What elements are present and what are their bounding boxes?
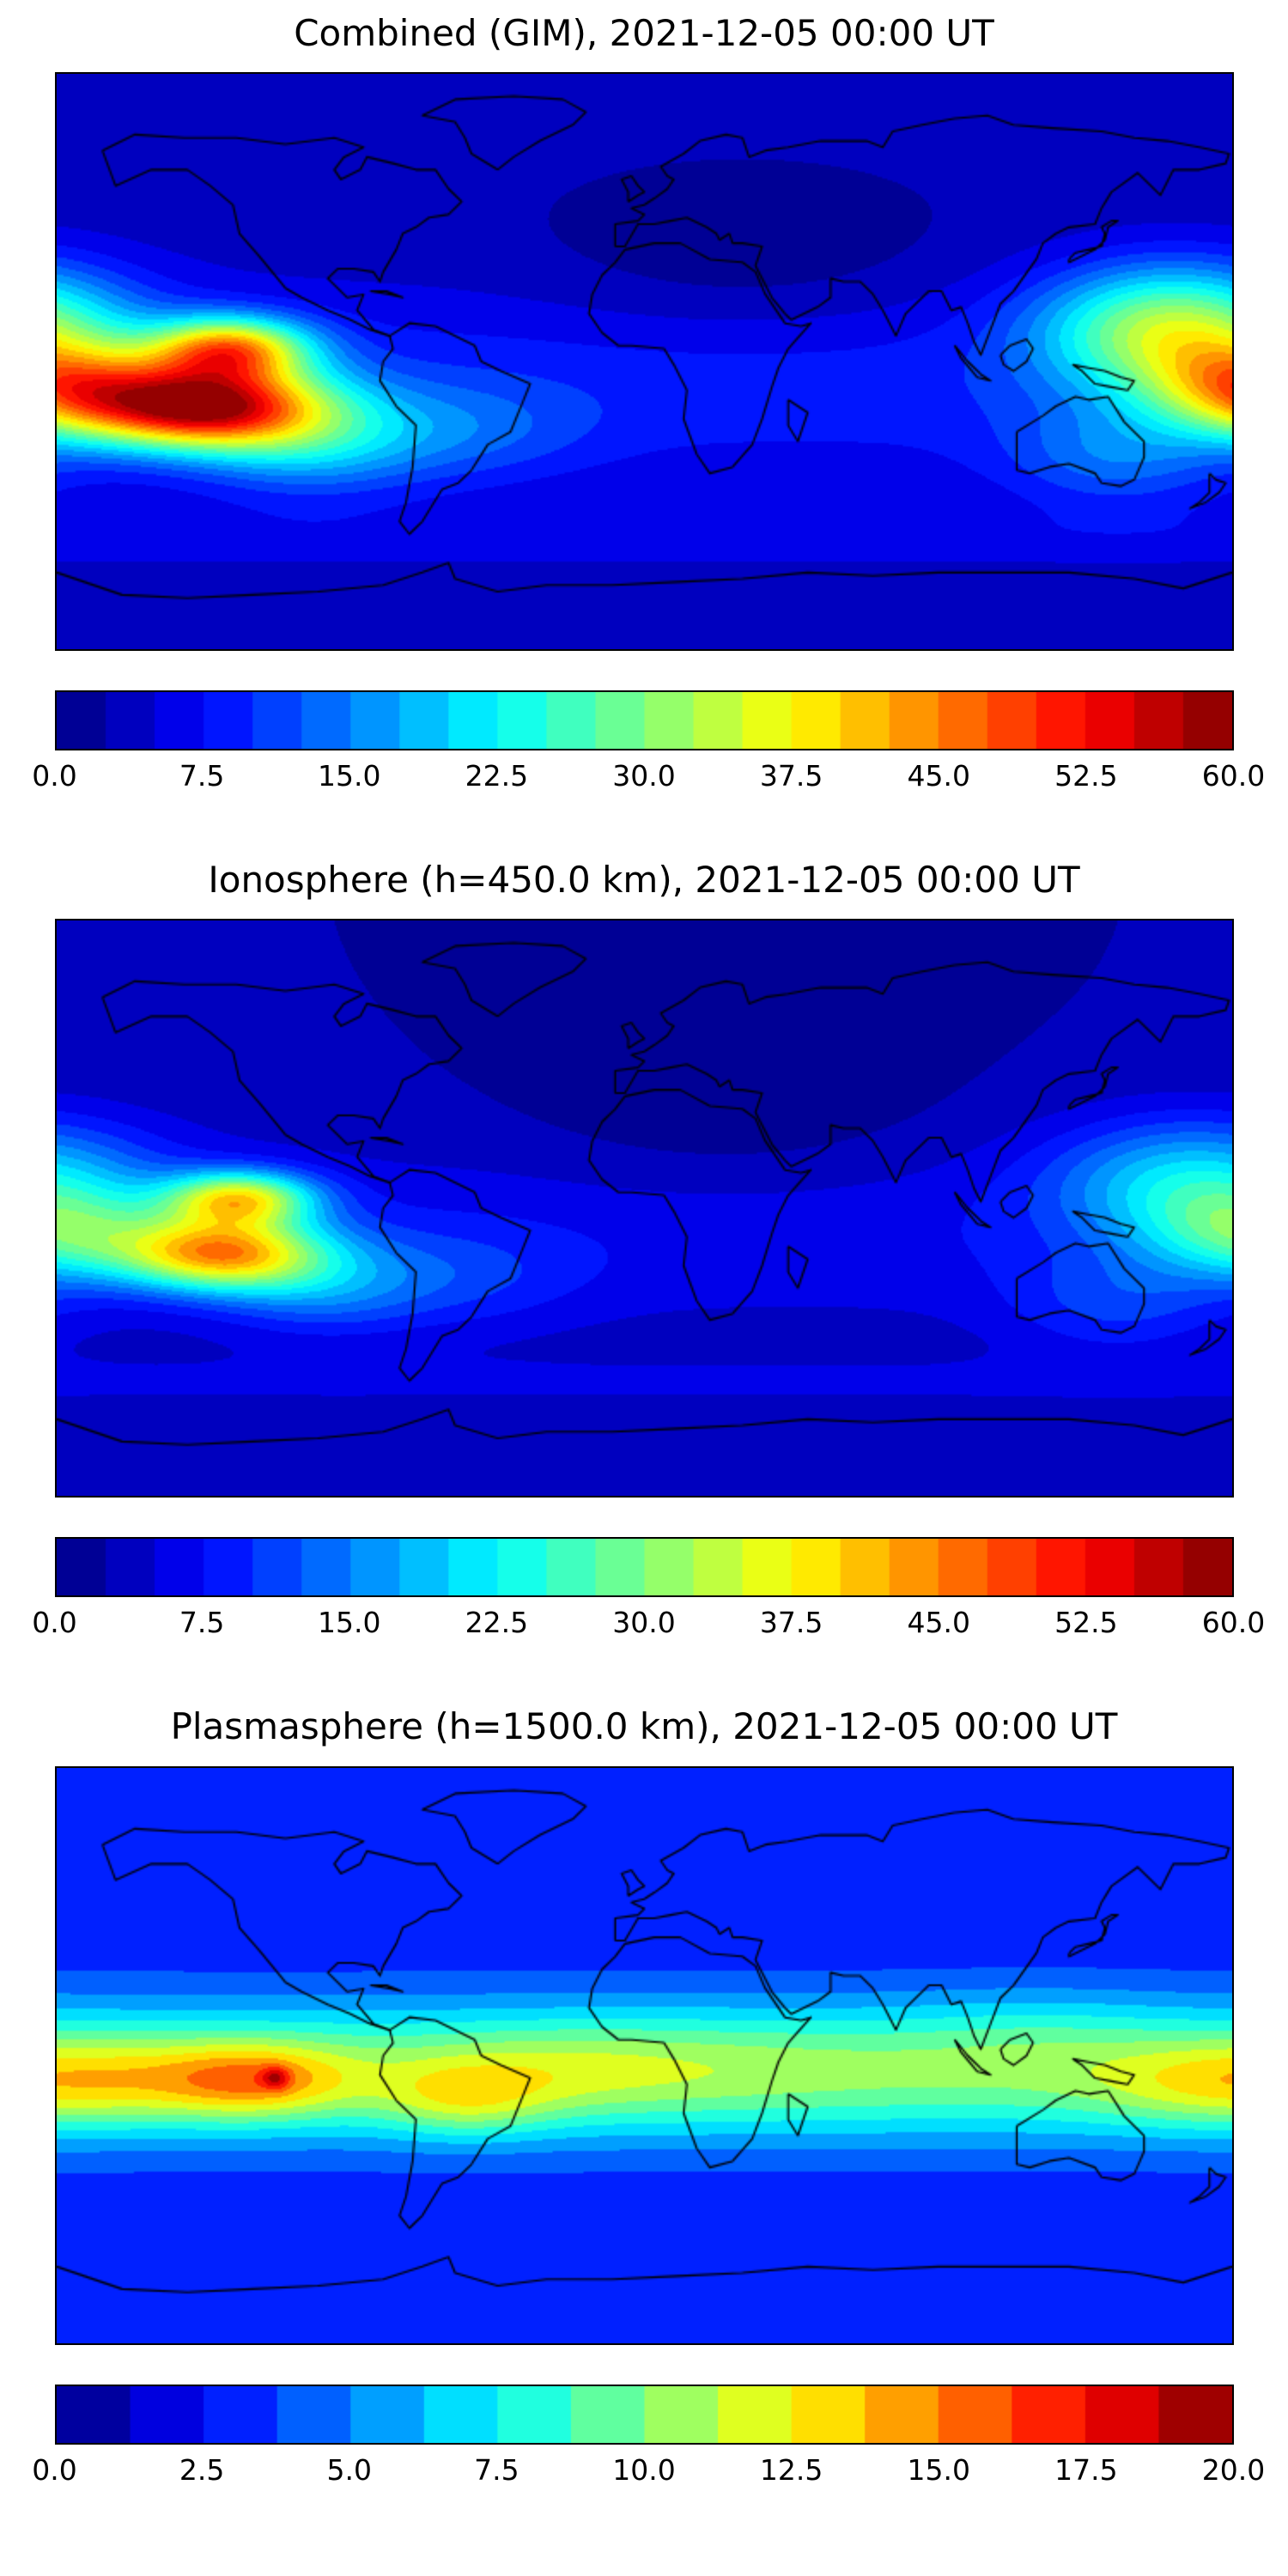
colorbar-tick-label: 52.5 <box>1054 759 1118 793</box>
panel-plasmasphere: Plasmasphere (h=1500.0 km), 2021-12-05 0… <box>32 1705 1265 2494</box>
colorbar-tick-label: 60.0 <box>1201 1606 1266 1640</box>
colorbar-tick-label: 7.5 <box>474 2452 519 2487</box>
colorbar-tick-label: 30.0 <box>612 759 676 793</box>
colorbar-tick-label: 15.0 <box>318 759 381 793</box>
map-canvas-combined <box>54 72 1234 652</box>
map-canvas-ionosphere <box>54 919 1234 1498</box>
colorbar-ticks-ionosphere: 0.0 7.5 15.0 22.5 30.0 37.5 45.0 52.5 60.0 <box>32 1606 1265 1647</box>
colorbar-tick-label: 60.0 <box>1201 759 1266 793</box>
colorbar-tick-label: 30.0 <box>612 1606 676 1640</box>
colorbar-ticks-plasmasphere: 0.0 2.5 5.0 7.5 10.0 12.5 15.0 17.5 20.0 <box>32 2452 1265 2494</box>
colorbar-tick-label: 7.5 <box>179 1606 225 1640</box>
colorbar-tick-label: 22.5 <box>465 759 529 793</box>
colorbar-ticks-combined: 0.0 7.5 15.0 22.5 30.0 37.5 45.0 52.5 60.0 <box>32 759 1265 800</box>
panel-title-plasmasphere: Plasmasphere (h=1500.0 km), 2021-12-05 0… <box>170 1705 1118 1748</box>
colorbar-tick-label: 37.5 <box>759 759 823 793</box>
colorbar-tick-label: 37.5 <box>759 1606 823 1640</box>
colorbar-tick-label: 0.0 <box>32 759 77 793</box>
colorbar-tick-label: 17.5 <box>1054 2452 1118 2487</box>
colorbar-tick-label: 45.0 <box>907 1606 970 1640</box>
colorbar-tick-label: 20.0 <box>1201 2452 1266 2487</box>
colorbar-tick-label: 0.0 <box>32 2452 77 2487</box>
panel-title-combined: Combined (GIM), 2021-12-05 00:00 UT <box>294 12 994 54</box>
panel-ionosphere: Ionosphere (h=450.0 km), 2021-12-05 00:0… <box>32 859 1265 1647</box>
colorbar-canvas-ionosphere <box>54 1537 1234 1598</box>
panel-combined-gim: Combined (GIM), 2021-12-05 00:00 UT 0.0 7… <box>32 12 1265 800</box>
colorbar-tick-label: 2.5 <box>179 2452 225 2487</box>
colorbar-canvas-combined <box>54 690 1234 751</box>
colorbar-tick-label: 5.0 <box>326 2452 372 2487</box>
panel-title-ionosphere: Ionosphere (h=450.0 km), 2021-12-05 00:0… <box>208 859 1080 902</box>
colorbar-tick-label: 22.5 <box>465 1606 529 1640</box>
colorbar-tick-label: 15.0 <box>318 1606 381 1640</box>
colorbar-canvas-plasmasphere <box>54 2384 1234 2445</box>
colorbar-tick-label: 10.0 <box>612 2452 676 2487</box>
colorbar-tick-label: 52.5 <box>1054 1606 1118 1640</box>
colorbar-tick-label: 12.5 <box>759 2452 823 2487</box>
colorbar-tick-label: 7.5 <box>179 759 225 793</box>
colorbar-tick-label: 0.0 <box>32 1606 77 1640</box>
colorbar-tick-label: 15.0 <box>907 2452 970 2487</box>
map-canvas-plasmasphere <box>54 1765 1234 2345</box>
colorbar-tick-label: 45.0 <box>907 759 970 793</box>
tec-maps-figure: Combined (GIM), 2021-12-05 00:00 UT 0.0 7… <box>32 12 1265 2494</box>
